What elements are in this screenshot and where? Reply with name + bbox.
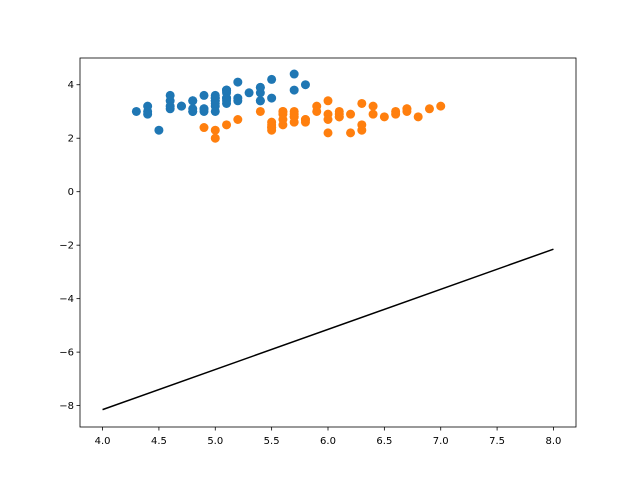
- scatter-point: [154, 125, 164, 135]
- x-tick-label: 4.5: [151, 436, 167, 447]
- scatter-point: [391, 106, 401, 116]
- scatter-point: [436, 101, 446, 111]
- x-tick-label: 8.0: [546, 436, 562, 447]
- scatter-point: [413, 112, 423, 122]
- x-tick-label: 7.5: [489, 436, 505, 447]
- x-tick-label: 6.5: [376, 436, 392, 447]
- scatter-point: [222, 120, 232, 130]
- scatter-point: [323, 128, 333, 138]
- scatter-point: [379, 112, 389, 122]
- scatter-point: [312, 101, 322, 111]
- y-tick-label: 0: [68, 187, 74, 198]
- scatter-point: [278, 106, 288, 116]
- scatter-point: [424, 104, 434, 114]
- x-tick-label: 7.0: [433, 436, 449, 447]
- y-tick-label: 2: [68, 134, 74, 145]
- scatter-point: [368, 101, 378, 111]
- scatter-point: [289, 112, 299, 122]
- y-tick-label: −6: [59, 348, 74, 359]
- scatter-point: [255, 96, 265, 106]
- scatter-point: [323, 115, 333, 124]
- scatter-point: [357, 125, 367, 135]
- y-tick-label: −4: [59, 294, 74, 305]
- scatter-point: [402, 104, 412, 114]
- scatter-point: [323, 96, 333, 106]
- scatter-point: [346, 128, 356, 138]
- scatter-point: [233, 96, 243, 106]
- scatter-point: [222, 85, 232, 95]
- scatter-point: [233, 115, 243, 124]
- scatter-point: [255, 82, 265, 92]
- y-axis: −8 −6 −4 −2 0 2 4: [59, 80, 80, 412]
- x-axis: 4.0 4.5 5.0 5.5 6.0 6.5 7.0 7.5 8.0: [95, 427, 562, 447]
- scatter-point: [300, 117, 310, 127]
- scatter-point: [244, 88, 254, 98]
- y-tick-label: 4: [68, 80, 74, 91]
- scatter-point: [199, 104, 209, 114]
- scatter-point: [165, 101, 175, 111]
- series-layer: [102, 69, 554, 411]
- scatter-point: [267, 93, 277, 103]
- y-tick-label: −8: [59, 401, 74, 412]
- scatter-point: [346, 109, 356, 119]
- scatter-point: [300, 80, 310, 90]
- x-tick-label: 5.5: [264, 436, 280, 447]
- scatter-point: [210, 133, 220, 143]
- scatter-point: [278, 115, 288, 124]
- scatter-point: [289, 69, 299, 79]
- scatter-point: [210, 125, 220, 135]
- scatter-point: [165, 90, 175, 100]
- x-tick-label: 4.0: [95, 436, 111, 447]
- scatter-point: [255, 106, 265, 116]
- x-tick-label: 6.0: [320, 436, 336, 447]
- scatter-point: [289, 85, 299, 95]
- scatter-point: [357, 98, 367, 108]
- scatter-point: [176, 101, 186, 111]
- scatter-point: [233, 77, 243, 87]
- scatter-point: [267, 74, 277, 84]
- scatter-point: [334, 106, 344, 116]
- x-tick-label: 5.0: [207, 436, 223, 447]
- scatter-point: [143, 101, 153, 111]
- scatter-point: [131, 106, 141, 116]
- scatter-point: [199, 123, 209, 133]
- scatter-point: [188, 96, 198, 106]
- series-line: [102, 248, 554, 411]
- scatter-point: [267, 117, 277, 127]
- scatter-point: [210, 98, 220, 108]
- scatter-point: [188, 106, 198, 116]
- scatter-point: [199, 90, 209, 100]
- scatter-point: [368, 109, 378, 119]
- scatter-point: [222, 96, 232, 106]
- y-tick-label: −2: [59, 241, 74, 252]
